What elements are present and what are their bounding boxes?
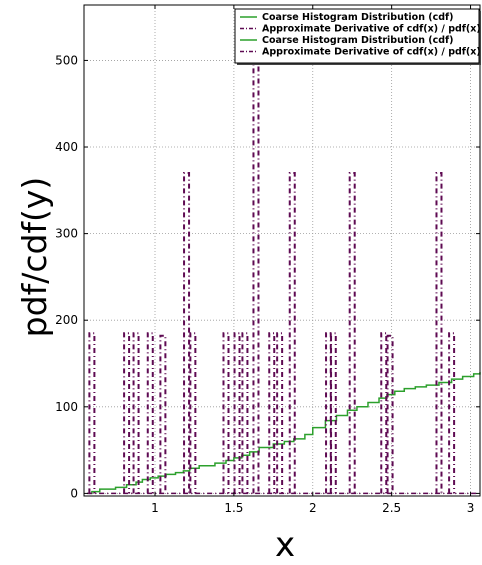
y-axis-label: pdf/cdf(y) <box>15 177 54 338</box>
plot-frame <box>83 4 481 497</box>
derivative-spike <box>88 332 96 494</box>
x-tick-label: 1 <box>151 501 159 515</box>
derivative-spike <box>386 334 394 494</box>
derivative-spike <box>268 332 276 494</box>
derivative-spike <box>222 332 230 494</box>
derivative-spike <box>325 332 333 494</box>
derivative-series <box>87 59 479 495</box>
derivative-spike <box>241 332 249 494</box>
legend-entry-label: Coarse Histogram Distribution (cdf) <box>262 35 454 46</box>
derivative-spike <box>329 332 337 494</box>
y-tick-label: 300 <box>55 227 78 241</box>
derivative-spike <box>276 332 284 494</box>
x-tick-label: 1.5 <box>224 501 243 515</box>
x-tick-label: 2.5 <box>382 501 401 515</box>
axis-ticks: 1 1.5 2 2.5 3 0 100 200 300 400 500 <box>55 5 480 515</box>
derivative-spike <box>123 332 131 494</box>
legend-entry-label: Approximate Derivative of cdf(x) / pdf(x… <box>262 47 481 58</box>
derivative-spike <box>132 332 140 494</box>
x-tick-label: 3 <box>467 501 475 515</box>
derivative-spike <box>146 332 154 494</box>
derivative-spike <box>448 332 456 494</box>
y-tick-label: 100 <box>55 400 78 414</box>
derivative-spike <box>252 59 260 494</box>
derivative-spike <box>183 171 191 494</box>
derivative-spike <box>288 171 296 494</box>
legend: Coarse Histogram Distribution (cdf)Appro… <box>234 8 481 65</box>
y-tick-label: 400 <box>55 140 78 154</box>
derivative-spike <box>435 171 443 494</box>
derivative-spike <box>348 171 356 494</box>
y-tick-label: 500 <box>55 53 78 67</box>
legend-entry-label: Approximate Derivative of cdf(x) / pdf(x… <box>262 24 481 35</box>
legend-box <box>234 8 480 64</box>
derivative-spike <box>189 332 197 494</box>
x-axis-label: x <box>275 525 295 565</box>
y-tick-label: 200 <box>55 313 78 327</box>
derivative-spike <box>159 334 167 494</box>
derivative-spike <box>380 332 388 494</box>
legend-entry-label: Coarse Histogram Distribution (cdf) <box>262 12 454 23</box>
derivative-spike <box>233 332 241 494</box>
x-tick-label: 2 <box>309 501 317 515</box>
y-tick-label: 0 <box>70 486 78 500</box>
